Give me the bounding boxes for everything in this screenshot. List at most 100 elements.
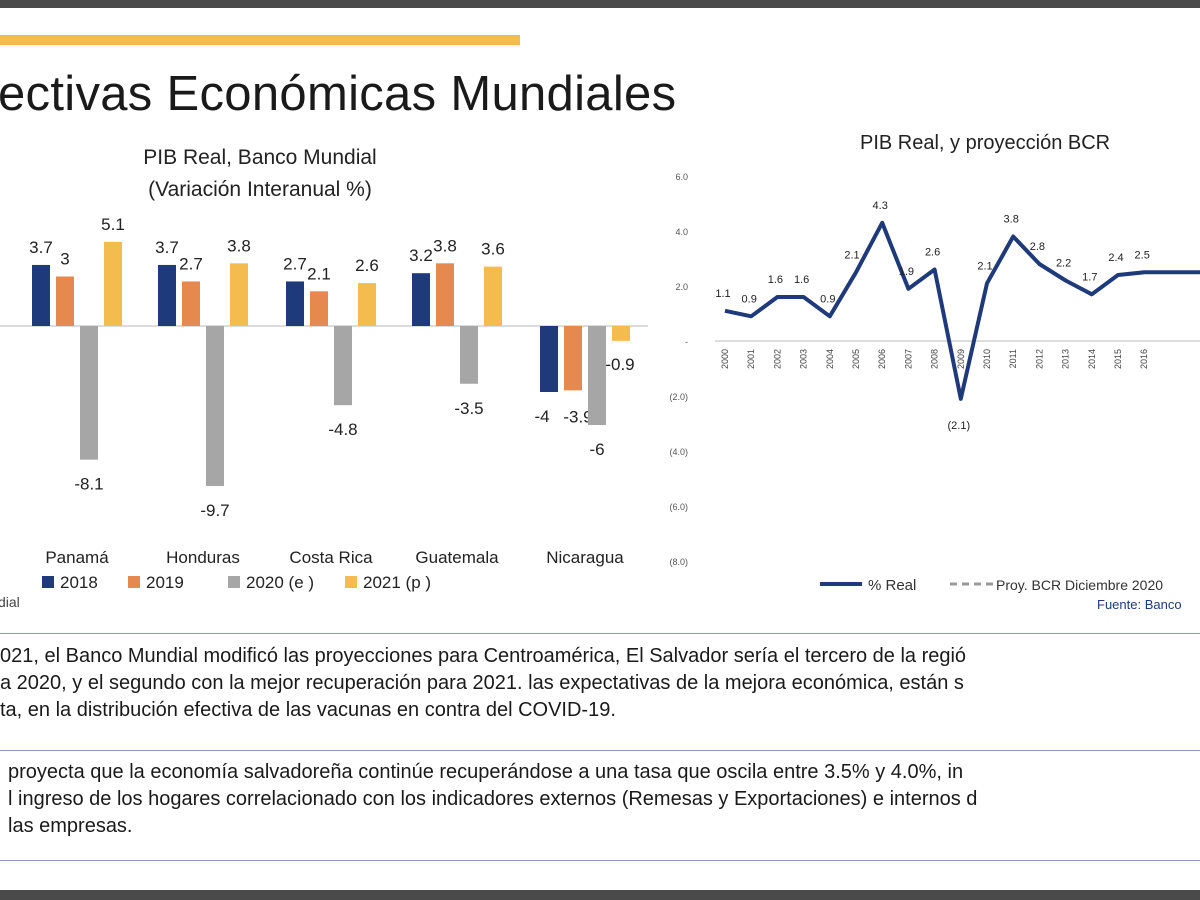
bar-guatemala-2019 <box>436 263 454 326</box>
line-data-label: 2.6 <box>925 247 940 259</box>
line-chart-title: PIB Real, y proyección BCR <box>860 132 1111 154</box>
bar-data-label: 3.8 <box>227 236 251 255</box>
legend-label: 2020 (e ) <box>246 573 314 592</box>
line-data-label: 0.9 <box>742 293 757 305</box>
legend-swatch <box>42 576 54 588</box>
line-x-tick-label: 2004 <box>825 349 835 369</box>
line-y-tick-label: 6.0 <box>675 172 688 182</box>
bar-nicaragua-2021 <box>612 326 630 341</box>
line-data-label: 0.9 <box>820 293 835 305</box>
bar-data-label: 2.7 <box>179 254 203 273</box>
legend-label-real: % Real <box>868 577 916 594</box>
line-y-tick-label: 2.0 <box>675 282 688 292</box>
bar-data-label: 2.6 <box>355 256 379 275</box>
line-data-label: 1.6 <box>768 274 783 286</box>
top-bar <box>0 0 1200 8</box>
bar-chart-source: dial <box>0 594 20 610</box>
bar-costarica-2018 <box>286 281 304 326</box>
line-x-tick-label: 2016 <box>1139 349 1149 369</box>
line-x-tick-label: 2001 <box>746 349 756 369</box>
bar-data-label: -8.1 <box>74 475 103 494</box>
line-chart-source: Fuente: Banco <box>1097 597 1182 612</box>
line-series-real <box>724 220 1200 401</box>
legend-label-projection: Proy. BCR Diciembre 2020 <box>996 577 1163 593</box>
line-x-tick-label: 2008 <box>930 349 940 369</box>
bar-panam-2019 <box>56 276 74 326</box>
line-data-label: (2.1) <box>947 420 970 432</box>
bar-costarica-2021 <box>358 283 376 326</box>
bar-data-label: 3.2 <box>409 246 433 265</box>
line-x-tick-label: 2015 <box>1113 349 1123 369</box>
accent-bar <box>0 35 520 45</box>
paragraph-2-line-3: las empresas. <box>8 815 133 837</box>
paragraph-2-line-1: proyecta que la economía salvadoreña con… <box>8 761 964 783</box>
line-y-tick-label: - <box>685 337 688 347</box>
bar-panam-2018 <box>32 264 50 326</box>
bar-data-label: -0.9 <box>605 355 634 374</box>
line-data-label: 2.2 <box>1056 258 1071 270</box>
bar-category-label: Panamá <box>45 548 109 567</box>
bar-nicaragua-2018 <box>540 326 558 392</box>
line-data-label: 2.8 <box>1030 241 1045 253</box>
bar-data-label: 3.6 <box>481 240 505 259</box>
bar-costarica-2019 <box>310 291 328 326</box>
bar-data-label: 2.7 <box>283 254 307 273</box>
line-x-tick-label: 2000 <box>720 349 730 369</box>
bar-chart-title-block: PIB Real, Banco Mundial (Variación Inter… <box>0 142 520 206</box>
line-data-label: 2.4 <box>1108 252 1123 264</box>
line-x-tick-label: 2009 <box>956 349 966 369</box>
text-box-top-border <box>0 633 1200 634</box>
bar-data-label: 5.1 <box>101 215 125 234</box>
paragraph-1-line-1: 021, el Banco Mundial modificó las proye… <box>0 645 967 667</box>
line-data-label: 2.1 <box>844 249 859 261</box>
bar-chart: 3.73-8.15.1Panamá3.72.7-9.73.8Honduras2.… <box>0 215 648 610</box>
line-y-tick-label: 4.0 <box>675 227 688 237</box>
line-x-tick-label: 2002 <box>772 349 782 369</box>
bar-category-label: Costa Rica <box>289 548 373 567</box>
line-y-tick-label: (4.0) <box>669 447 688 457</box>
bar-data-label: -3.5 <box>454 399 483 418</box>
bar-honduras-2020 <box>206 326 224 487</box>
line-chart: 6.0 4.0 2.0 - (2.0) (4.0) (6.0) (8.0) 2000 2001 20… <box>669 172 1200 612</box>
line-x-tick-label: 2013 <box>1061 349 1071 369</box>
bar-data-label: -3.9 <box>563 407 592 426</box>
paragraph-1-line-3: ta, en la distribución efectiva de las v… <box>0 699 616 721</box>
line-x-tick-label: 2011 <box>1008 349 1018 368</box>
line-x-tick-label: 2005 <box>851 349 861 369</box>
line-data-label: 3.8 <box>1004 214 1019 226</box>
bar-honduras-2021 <box>230 263 248 326</box>
bar-costarica-2020 <box>334 326 352 406</box>
line-x-tick-label: 2010 <box>982 349 992 369</box>
text-box-divider <box>0 750 1200 751</box>
line-data-label: 2.5 <box>1135 249 1150 261</box>
paragraph-2: proyecta que la economía salvadoreña con… <box>8 759 1200 840</box>
bar-data-label: -9.7 <box>200 501 229 520</box>
line-data-label: 2.1 <box>977 260 992 272</box>
line-x-tick-label: 2006 <box>877 349 887 369</box>
legend-label: 2019 <box>146 573 184 592</box>
bar-guatemala-2021 <box>484 266 502 326</box>
line-y-tick-label: (2.0) <box>669 392 688 402</box>
legend-swatch <box>228 576 240 588</box>
bar-category-label: Guatemala <box>415 548 499 567</box>
bar-chart-title: PIB Real, Banco Mundial <box>143 146 377 169</box>
line-x-tick-label: 2012 <box>1034 349 1044 369</box>
bar-nicaragua-2020 <box>588 326 606 425</box>
slide-title: ectivas Económicas Mundiales <box>0 67 677 121</box>
line-x-tick-label: 2003 <box>799 349 809 369</box>
bar-data-label: 3.7 <box>155 238 179 257</box>
bar-data-label: -6 <box>589 440 604 459</box>
bar-data-label: -4.8 <box>328 420 357 439</box>
bar-data-label: 3 <box>60 250 69 269</box>
line-data-label: 1.6 <box>794 274 809 286</box>
bar-nicaragua-2019 <box>564 326 582 391</box>
bar-data-label: 3.8 <box>433 236 457 255</box>
bar-panam-2021 <box>104 241 122 326</box>
line-y-tick-label: (6.0) <box>669 502 688 512</box>
legend-swatch <box>345 576 357 588</box>
bar-panam-2020 <box>80 326 98 460</box>
line-data-label: 1.1 <box>715 288 730 300</box>
legend-label: 2018 <box>60 573 98 592</box>
line-x-tick-label: 2014 <box>1087 349 1097 369</box>
line-data-label: 1.7 <box>1082 271 1097 283</box>
